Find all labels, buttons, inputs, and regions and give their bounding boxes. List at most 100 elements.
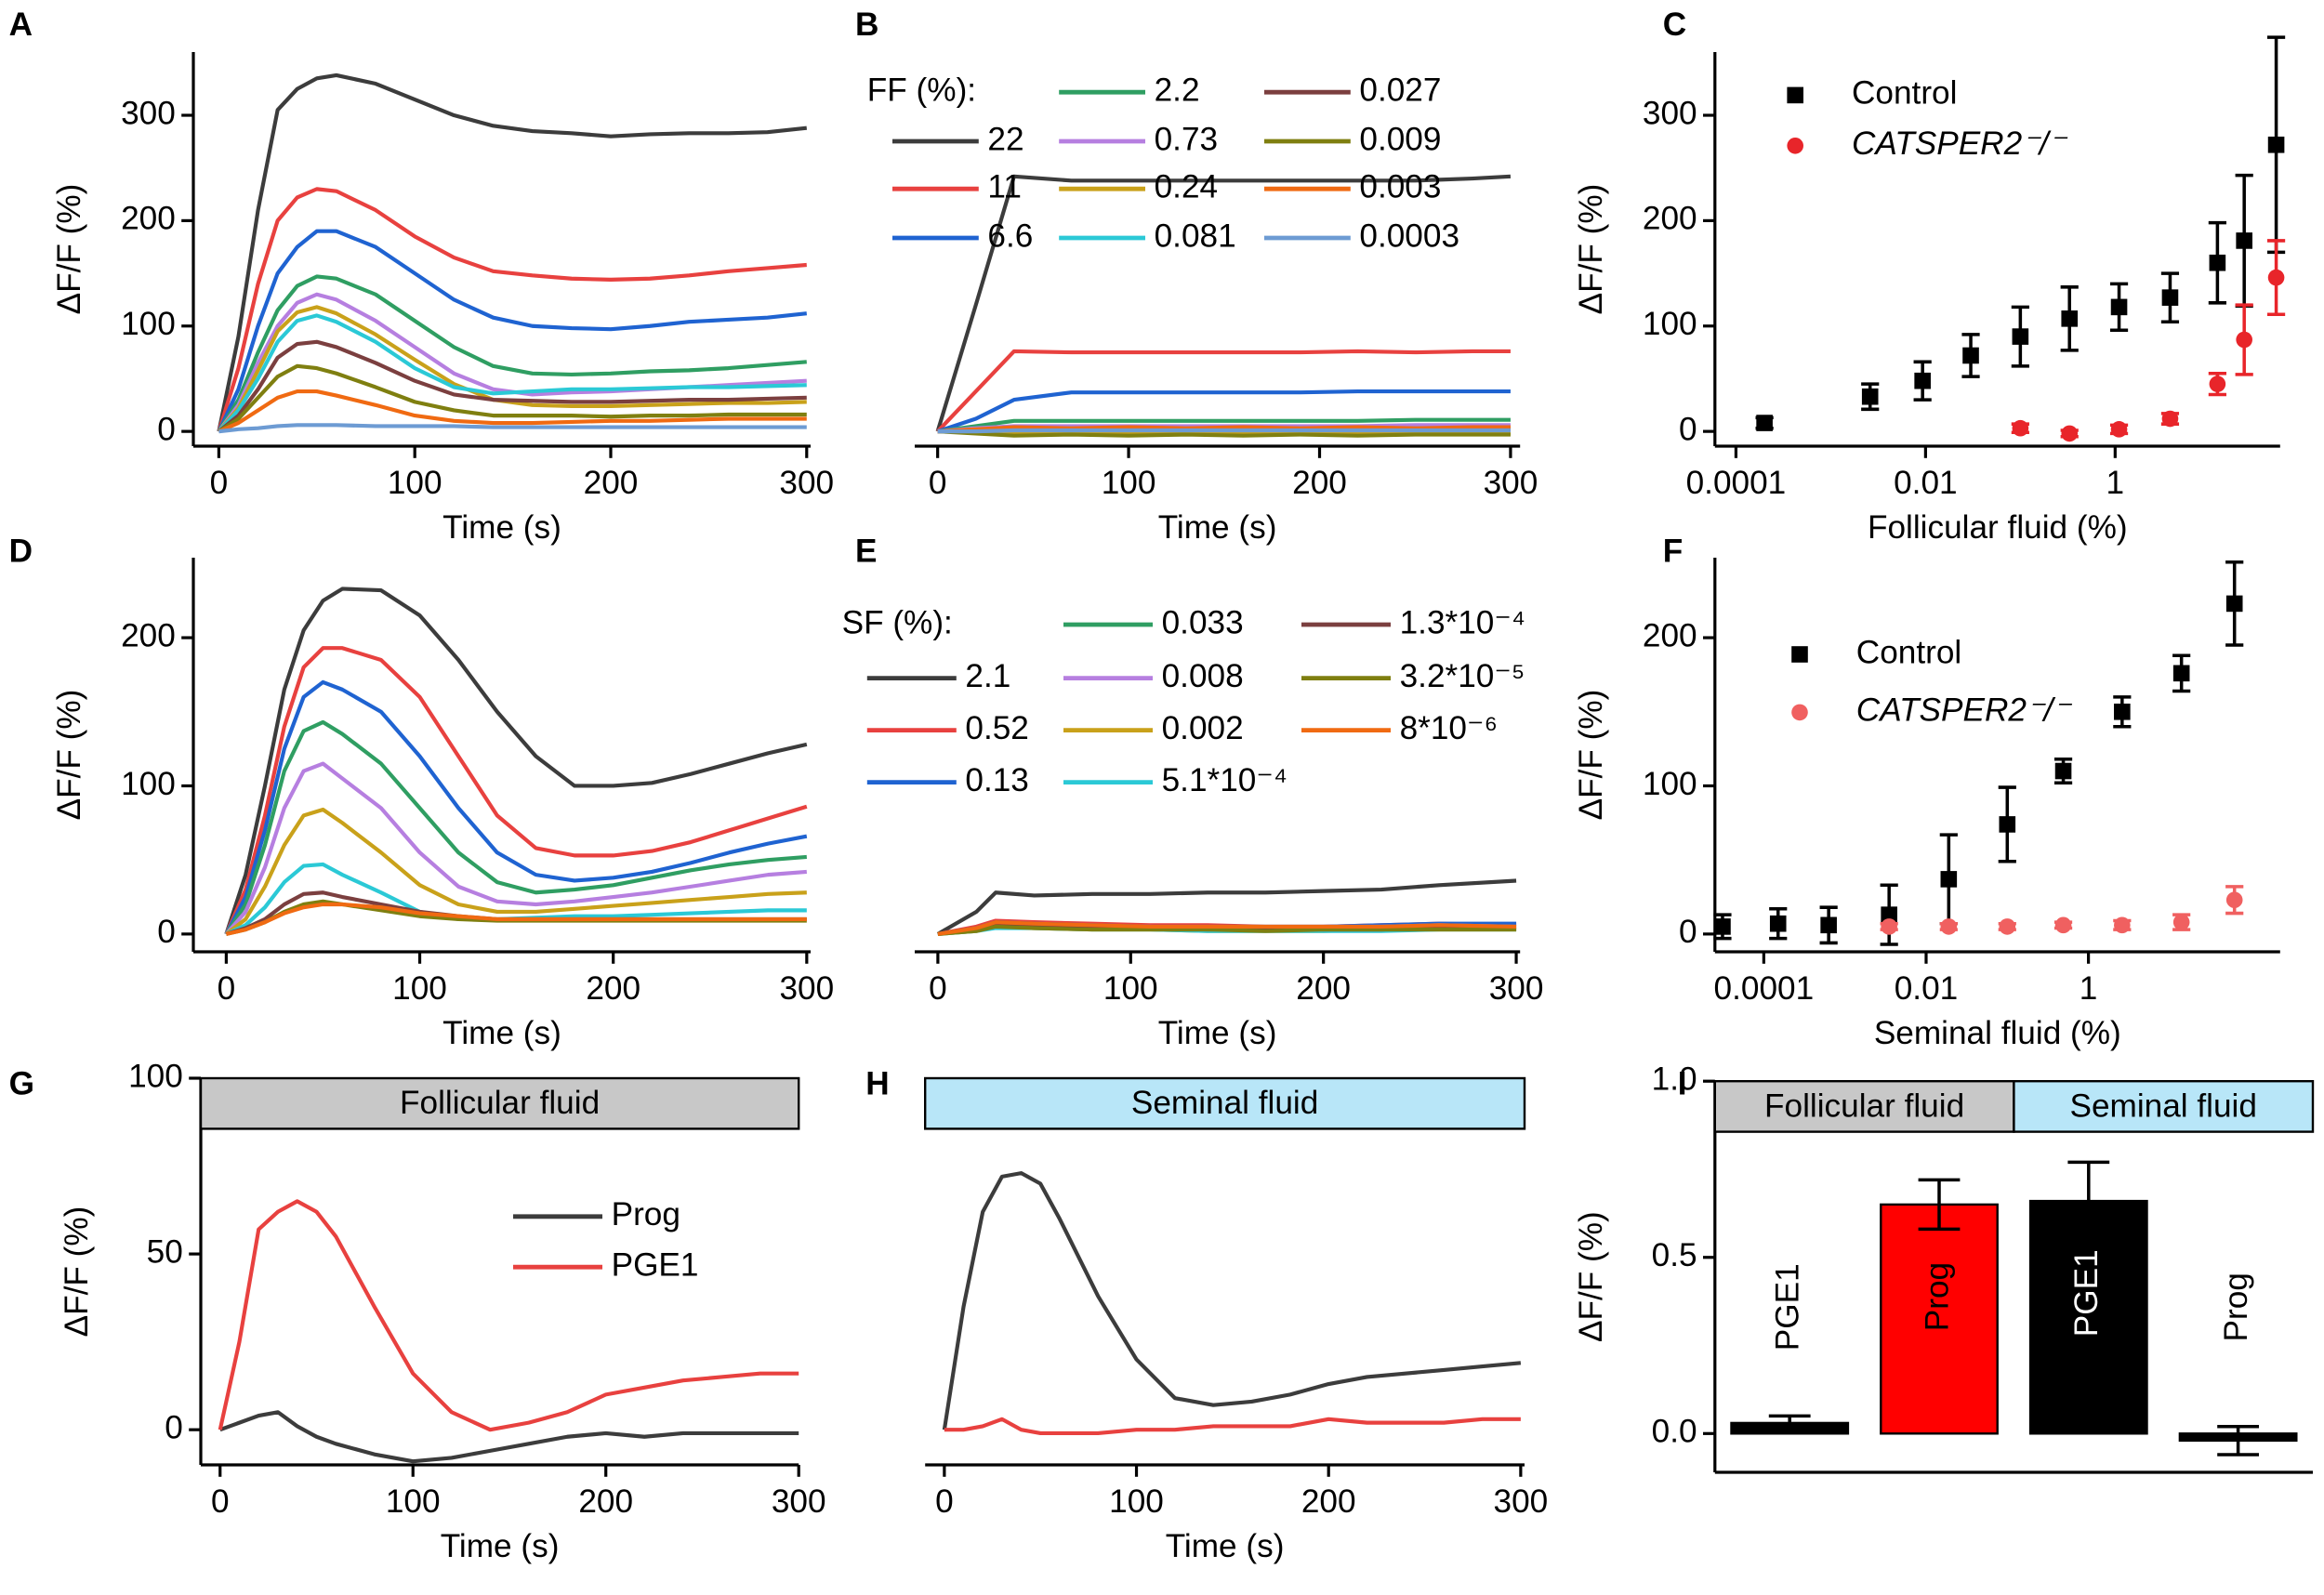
y-tick-label: 0 bbox=[157, 914, 176, 950]
legend-label: 0.081 bbox=[1155, 218, 1236, 254]
data-point bbox=[2110, 421, 2128, 438]
x-axis-label: Time (s) bbox=[1166, 1528, 1285, 1564]
x-tick-label: 0 bbox=[210, 465, 229, 501]
y-tick-label: 0 bbox=[1679, 411, 1697, 447]
x-tick-label: 200 bbox=[1292, 465, 1347, 501]
data-point bbox=[2012, 419, 2029, 437]
data-line bbox=[218, 363, 807, 433]
x-axis-label: Seminal fluid (%) bbox=[1874, 1015, 2121, 1051]
legend-label: 0.002 bbox=[1162, 710, 1244, 746]
data-line bbox=[937, 428, 1511, 434]
data-point bbox=[2114, 703, 2131, 720]
x-tick-label: 100 bbox=[1109, 1483, 1164, 1520]
x-tick-label: 0 bbox=[218, 970, 236, 1007]
x-tick-label: 200 bbox=[586, 970, 640, 1007]
bar bbox=[1880, 1203, 1999, 1435]
data-line bbox=[217, 292, 807, 433]
y-tick-label: 0 bbox=[1679, 914, 1697, 950]
y-tick-label: 100 bbox=[1643, 306, 1697, 342]
y-tick-label: 100 bbox=[1643, 766, 1697, 802]
header-label: Seminal fluid bbox=[1131, 1085, 1318, 1121]
data-point bbox=[2054, 762, 2072, 780]
y-tick-label: 0 bbox=[165, 1409, 183, 1445]
bar-label: Prog bbox=[2218, 1272, 2254, 1341]
x-tick-label: 1 bbox=[2106, 465, 2125, 501]
panel-letter: H bbox=[865, 1065, 889, 1101]
legend-marker bbox=[1787, 138, 1803, 154]
x-tick-label: 1 bbox=[2080, 970, 2098, 1007]
legend-label: 0.52 bbox=[965, 710, 1029, 746]
data-line bbox=[219, 1410, 799, 1464]
y-axis-label: ΔF/F (%) bbox=[1573, 690, 1609, 821]
bar-label: PGE1 bbox=[2068, 1249, 2105, 1337]
legend-label: CATSPER2⁻/⁻ bbox=[1856, 692, 2073, 729]
data-line bbox=[224, 646, 808, 935]
data-point bbox=[2172, 665, 2190, 682]
data-line bbox=[937, 924, 1517, 936]
legend-marker bbox=[1791, 646, 1808, 663]
legend-title: SF (%): bbox=[842, 604, 953, 640]
data-line bbox=[217, 313, 807, 433]
legend-label: 0.008 bbox=[1162, 658, 1244, 694]
data-point bbox=[1999, 918, 2016, 935]
y-tick-label: 300 bbox=[1643, 95, 1697, 131]
x-tick-label: 200 bbox=[584, 465, 639, 501]
data-point bbox=[2110, 298, 2128, 316]
data-point bbox=[2209, 254, 2226, 271]
data-line bbox=[937, 425, 1511, 434]
x-axis-label: Time (s) bbox=[442, 509, 561, 546]
x-tick-label: 300 bbox=[1494, 1483, 1549, 1520]
legend-label: 0.033 bbox=[1162, 604, 1244, 640]
y-tick-label: 100 bbox=[121, 766, 176, 802]
legend-label: PGE1 bbox=[612, 1246, 699, 1283]
bar-label: Prog bbox=[1919, 1262, 1955, 1331]
y-tick-label: 0 bbox=[157, 411, 176, 447]
panel-letter: D bbox=[9, 533, 33, 569]
data-line bbox=[217, 72, 808, 432]
legend-label: 0.003 bbox=[1359, 168, 1441, 204]
y-axis-label: ΔF/F (%) bbox=[59, 1206, 95, 1338]
data-point bbox=[2236, 331, 2252, 349]
y-tick-label: 1.0 bbox=[1652, 1061, 1697, 1097]
header-box bbox=[2013, 1080, 2315, 1133]
data-point bbox=[2236, 232, 2252, 249]
legend-label: 3.2*10⁻⁵ bbox=[1400, 658, 1525, 694]
header-label: Seminal fluid bbox=[2069, 1088, 2256, 1124]
x-tick-label: 0 bbox=[929, 465, 947, 501]
x-tick-label: 300 bbox=[1484, 465, 1538, 501]
data-line bbox=[217, 187, 807, 432]
y-tick-label: 200 bbox=[1643, 617, 1697, 653]
legend-label: 0.73 bbox=[1155, 121, 1219, 157]
data-point bbox=[1940, 918, 1958, 935]
panel-letter: G bbox=[9, 1065, 34, 1101]
data-point bbox=[2054, 916, 2072, 934]
x-tick-label: 200 bbox=[1301, 1483, 1356, 1520]
y-tick-label: 200 bbox=[1643, 201, 1697, 237]
data-line bbox=[224, 587, 808, 935]
data-line bbox=[218, 423, 807, 434]
header-box bbox=[924, 1076, 1526, 1130]
data-line bbox=[937, 920, 1517, 936]
data-point bbox=[1769, 915, 1787, 932]
legend-title: FF (%): bbox=[867, 72, 976, 108]
header-label: Follicular fluid bbox=[1764, 1088, 1964, 1124]
data-point bbox=[1881, 906, 1897, 923]
data-point bbox=[2161, 410, 2179, 428]
data-line bbox=[937, 429, 1511, 438]
data-point bbox=[1861, 388, 1879, 405]
data-point bbox=[1756, 415, 1773, 431]
x-axis-label: Time (s) bbox=[1158, 509, 1277, 546]
data-point bbox=[2172, 914, 2190, 930]
x-tick-label: 100 bbox=[1102, 465, 1156, 501]
x-tick-label: 0.01 bbox=[1894, 465, 1957, 501]
data-point bbox=[2225, 595, 2243, 613]
x-tick-label: 100 bbox=[392, 970, 447, 1007]
data-point bbox=[2012, 328, 2029, 345]
data-point bbox=[2114, 916, 2131, 934]
legend-label: 8*10⁻⁶ bbox=[1400, 710, 1498, 746]
x-tick-label: 300 bbox=[779, 465, 834, 501]
data-line bbox=[217, 229, 808, 433]
legend-label: 0.13 bbox=[965, 762, 1029, 798]
